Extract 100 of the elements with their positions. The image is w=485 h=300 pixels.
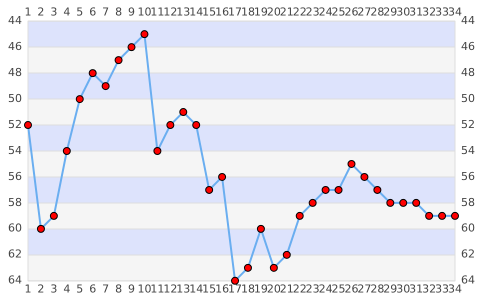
point	[114, 56, 123, 64]
x2-tick-label: 26	[344, 5, 358, 18]
x-tick-label: 32	[422, 282, 436, 296]
x-tick-label: 14	[189, 282, 204, 296]
y-tick-label: 54	[8, 144, 22, 157]
x-tick-label: 19	[254, 282, 268, 296]
y2-tick-label: 50	[461, 92, 476, 105]
y-tick-label: 64	[8, 274, 22, 287]
x-tick-label: 31	[409, 282, 424, 296]
x2-tick-label: 10	[137, 5, 152, 18]
point	[451, 212, 460, 220]
point	[438, 212, 446, 220]
point	[256, 224, 265, 233]
x-tick-label: 12	[163, 282, 178, 296]
x-tick-label: 11	[150, 282, 164, 296]
x-tick-label: 29	[383, 282, 398, 296]
y2-tick-label: 44	[461, 14, 476, 28]
x2-tick-label: 25	[332, 5, 346, 18]
point	[308, 198, 317, 207]
x-tick-label: 15	[202, 282, 216, 296]
y2-tick-label: 56	[461, 170, 476, 183]
y2-tick-label: 46	[461, 40, 476, 54]
y-tick-label: 46	[8, 40, 22, 54]
x-tick-label: 28	[370, 282, 384, 296]
point	[128, 43, 136, 52]
y-tick-label: 44	[8, 14, 22, 28]
point	[322, 186, 330, 194]
x-tick-label: 8	[115, 282, 122, 296]
x-tick-label: 20	[266, 282, 281, 296]
x2-tick-label: 17	[228, 5, 242, 18]
point	[36, 224, 45, 233]
x2-tick-label: 1	[24, 5, 32, 18]
point	[347, 160, 356, 168]
x2-tick-label: 5	[76, 5, 84, 18]
point	[166, 121, 174, 130]
x2-tick-label: 12	[163, 5, 178, 18]
x2-tick-label: 23	[306, 5, 320, 18]
y-tick-label: 52	[8, 118, 22, 131]
point	[88, 69, 97, 78]
x-tick-label: 18	[240, 282, 255, 296]
x2-tick-label: 30	[396, 5, 410, 18]
y-tick-label: 60	[8, 222, 22, 235]
x2-tick-label: 28	[370, 5, 384, 18]
x-tick-label: 17	[228, 282, 242, 296]
x-tick-label: 21	[280, 282, 294, 296]
x2-tick-label: 9	[128, 5, 136, 18]
x-tick-label: 25	[332, 282, 346, 296]
x2-tick-label: 32	[422, 5, 436, 18]
x-tick-label: 3	[50, 282, 58, 296]
x2-tick-label: 20	[266, 5, 281, 18]
point	[231, 276, 240, 285]
y-tick-label: 62	[8, 248, 22, 261]
x-tick-label: 4	[63, 282, 70, 296]
point	[153, 147, 162, 155]
y-tick-label: 58	[8, 196, 22, 209]
x2-tick-label: 11	[150, 5, 164, 18]
x2-tick-label: 18	[240, 5, 255, 18]
point	[334, 186, 343, 194]
point	[412, 198, 420, 207]
point	[24, 121, 32, 130]
x-tick-label: 7	[102, 282, 110, 296]
y-tick-label: 48	[8, 66, 22, 79]
point	[425, 212, 434, 220]
x2-tick-label: 27	[357, 5, 372, 18]
point	[192, 121, 200, 130]
x2-tick-label: 19	[254, 5, 268, 18]
x-tick-label: 22	[292, 282, 307, 296]
x-tick-label: 24	[318, 282, 333, 296]
x-tick-label: 23	[306, 282, 320, 296]
y2-tick-label: 52	[461, 118, 476, 131]
x2-tick-label: 13	[176, 5, 190, 18]
x2-tick-label: 14	[189, 5, 204, 18]
x-tick-label: 34	[448, 282, 462, 296]
x2-tick-label: 16	[215, 5, 230, 18]
y-tick-label: 50	[8, 92, 22, 105]
point	[282, 250, 291, 259]
point	[399, 198, 408, 207]
y2-tick-label: 54	[461, 144, 476, 157]
x-tick-label: 10	[137, 282, 152, 296]
point	[62, 147, 71, 155]
x2-tick-label: 3	[50, 5, 58, 18]
x2-tick-label: 29	[383, 5, 398, 18]
point	[179, 108, 188, 116]
x-tick-label: 2	[37, 282, 44, 296]
x-tick-label: 13	[176, 282, 190, 296]
x-tick-label: 16	[215, 282, 230, 296]
x-tick-label: 27	[357, 282, 372, 296]
y2-tick-label: 48	[461, 66, 476, 79]
point	[50, 212, 58, 220]
x-tick-label: 1	[24, 282, 32, 296]
x2-tick-label: 33	[435, 5, 450, 18]
y2-tick-label: 60	[461, 222, 476, 235]
x2-tick-label: 21	[280, 5, 294, 18]
point	[244, 264, 252, 272]
x2-tick-label: 22	[292, 5, 307, 18]
x2-tick-label: 6	[89, 5, 96, 18]
y2-tick-label: 62	[461, 248, 476, 261]
x-tick-label: 30	[396, 282, 410, 296]
point	[386, 198, 394, 207]
point	[360, 172, 368, 181]
